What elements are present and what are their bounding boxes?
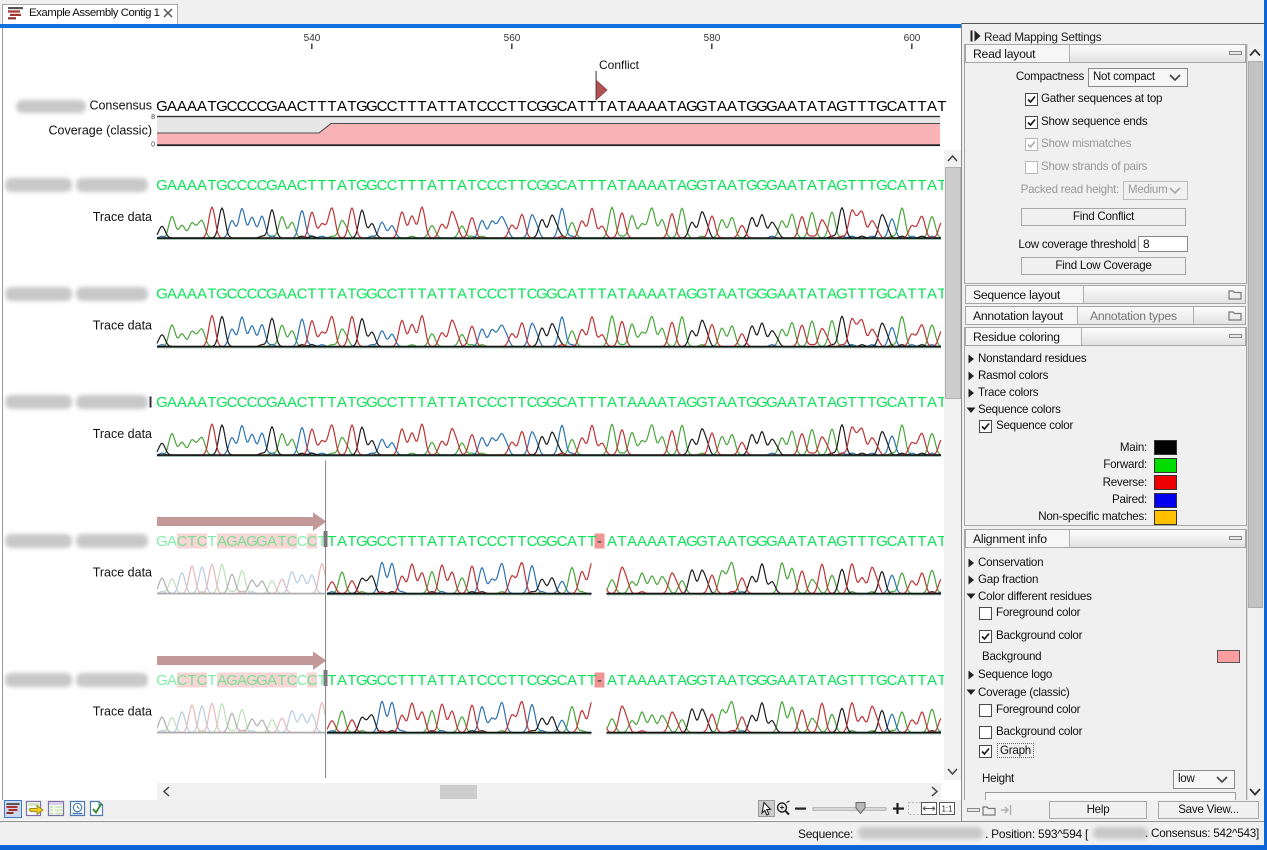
svg-text:580: 580 [704, 33, 721, 44]
svg-text:GACTCTAGAGGATCCCT: GACTCTAGAGGATCCCT [156, 672, 326, 689]
svg-text:GAAAATGCCCCGAACTTTATGGCCTTTATT: GAAAATGCCCCGAACTTTATGGCCTTTATTATCCCTTCGG… [156, 286, 946, 303]
svg-text:1:1: 1:1 [941, 805, 953, 814]
svg-text:Consensus: Consensus [89, 99, 152, 113]
svg-text:TATGGCCTTTATTATCCCTTCGGCATT: TATGGCCTTTATTATCCCTTCGGCATT [327, 672, 596, 689]
svg-text:Trace data: Trace data [93, 427, 152, 441]
svg-text:ATAAAATAGGTAATGGGAATATAGTTTGCA: ATAAAATAGGTAATGGGAATATAGTTTGCATTAT [607, 533, 947, 550]
svg-text:Trace data: Trace data [93, 319, 152, 333]
svg-text:0: 0 [151, 142, 155, 149]
svg-text:Conflict: Conflict [599, 58, 640, 72]
svg-text:600: 600 [904, 33, 921, 44]
svg-text:Trace data: Trace data [93, 210, 152, 224]
svg-text:GACTCTAGAGGATCCCT: GACTCTAGAGGATCCCT [156, 533, 326, 550]
svg-text:Trace data: Trace data [93, 566, 152, 580]
svg-text:Trace data: Trace data [93, 705, 152, 719]
svg-text:-: - [597, 672, 602, 689]
svg-text:8: 8 [151, 114, 155, 121]
svg-text:540: 540 [304, 33, 321, 44]
svg-text:Coverage (classic): Coverage (classic) [48, 124, 152, 138]
svg-text:560: 560 [504, 33, 521, 44]
svg-text:GAAAATGCCCCGAACTTTATGGCCTTTATT: GAAAATGCCCCGAACTTTATGGCCTTTATTATCCCTTCGG… [156, 177, 946, 194]
svg-text:TATGGCCTTTATTATCCCTTCGGCATT: TATGGCCTTTATTATCCCTTCGGCATT [327, 533, 596, 550]
svg-text:GAAAATGCCCCGAACTTTATGGCCTTTATT: GAAAATGCCCCGAACTTTATGGCCTTTATTATCCCTTCGG… [156, 98, 946, 115]
svg-text:-: - [597, 533, 602, 550]
svg-text:ATAAAATAGGTAATGGGAATATAGTTTGCA: ATAAAATAGGTAATGGGAATATAGTTTGCATTAT [607, 672, 947, 689]
svg-text:GAAAATGCCCCGAACTTTATGGCCTTTATT: GAAAATGCCCCGAACTTTATGGCCTTTATTATCCCTTCGG… [156, 394, 946, 411]
